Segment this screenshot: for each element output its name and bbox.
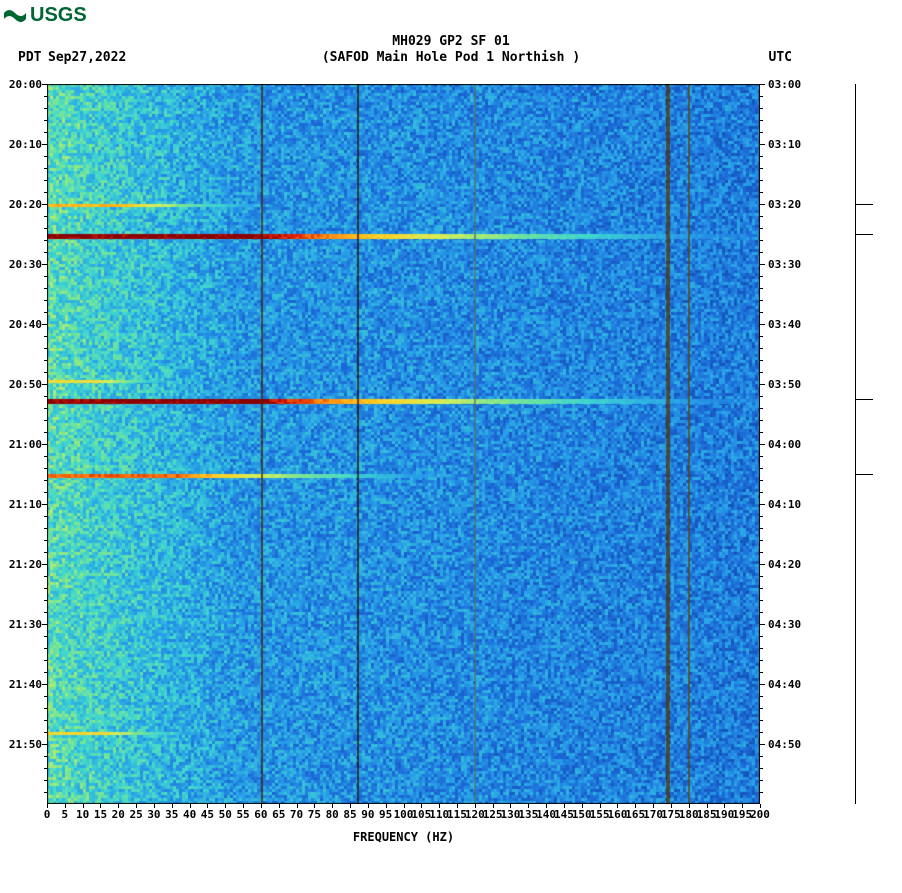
ytick-right: 03:30 (768, 258, 801, 271)
ytick-left: 20:00 (2, 78, 42, 91)
ytick-right: 04:40 (768, 678, 801, 691)
ytick-left: 20:10 (2, 138, 42, 151)
ytick-left: 21:00 (2, 438, 42, 451)
event-marker (855, 234, 873, 235)
logo-text: USGS (30, 4, 87, 27)
spectrogram-plot (47, 84, 760, 804)
ytick-right: 03:50 (768, 378, 801, 391)
ytick-left: 21:40 (2, 678, 42, 691)
chart-title-1: MH029 GP2 SF 01 (0, 34, 902, 49)
ytick-left: 21:20 (2, 558, 42, 571)
date-label: Sep27,2022 (48, 50, 126, 65)
chart-title-2: (SAFOD Main Hole Pod 1 Northish ) (0, 50, 902, 65)
ytick-right: 04:10 (768, 498, 801, 511)
ytick-right: 03:10 (768, 138, 801, 151)
x-axis-label: FREQUENCY (HZ) (47, 830, 760, 844)
ytick-left: 20:50 (2, 378, 42, 391)
ytick-right: 03:00 (768, 78, 801, 91)
timezone-left: PDT (18, 50, 41, 65)
timezone-right: UTC (769, 50, 792, 65)
ytick-left: 20:20 (2, 198, 42, 211)
ytick-left: 20:30 (2, 258, 42, 271)
event-marker (855, 399, 873, 400)
ytick-right: 04:00 (768, 438, 801, 451)
ytick-left: 21:50 (2, 738, 42, 751)
event-marker (855, 204, 873, 205)
ytick-right: 03:40 (768, 318, 801, 331)
usgs-logo: USGS (4, 4, 87, 27)
xtick: 200 (750, 808, 770, 821)
ytick-left: 20:40 (2, 318, 42, 331)
ytick-right: 04:20 (768, 558, 801, 571)
event-marker (855, 474, 873, 475)
ytick-right: 03:20 (768, 198, 801, 211)
ytick-left: 21:10 (2, 498, 42, 511)
ytick-right: 04:30 (768, 618, 801, 631)
spectrogram-canvas (47, 84, 760, 804)
ytick-right: 04:50 (768, 738, 801, 751)
ytick-left: 21:30 (2, 618, 42, 631)
